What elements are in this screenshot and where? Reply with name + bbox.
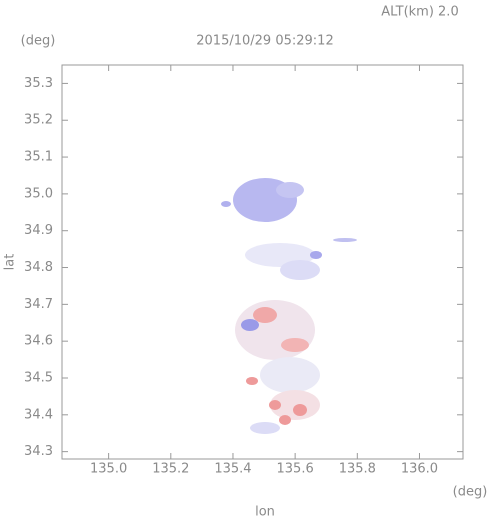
x-axis-label: lon xyxy=(255,505,275,520)
x-tick-label: 136.0 xyxy=(401,462,438,477)
altitude: ALT(km) 2.0 xyxy=(381,5,458,20)
y-tick-label: 34.7 xyxy=(24,297,53,312)
y-tick-label: 35.0 xyxy=(24,186,53,201)
echo-area xyxy=(260,357,320,393)
y-tick-label: 35.2 xyxy=(24,113,53,128)
echo-area xyxy=(333,238,357,242)
x-tick-label: 135.0 xyxy=(90,462,127,477)
y-tick-label: 34.9 xyxy=(24,223,53,238)
echo-area xyxy=(270,390,320,420)
x-tick-label: 135.8 xyxy=(339,462,376,477)
echo-area xyxy=(276,182,304,198)
y-tick-label: 34.5 xyxy=(24,370,53,385)
y-unit: (deg) xyxy=(21,34,56,49)
y-tick-label: 35.1 xyxy=(24,150,53,165)
y-tick-label: 34.8 xyxy=(24,260,53,275)
y-axis-label: lat xyxy=(3,254,18,271)
plot-frame xyxy=(61,64,464,460)
x-unit: (deg) xyxy=(453,485,488,500)
radar-echo xyxy=(221,178,357,434)
echo-area xyxy=(269,400,281,410)
echo-area xyxy=(221,201,231,207)
echo-area xyxy=(246,377,258,385)
echo-area xyxy=(250,422,280,434)
y-tick-label: 34.3 xyxy=(24,444,53,459)
echo-area xyxy=(281,338,309,352)
echo-area xyxy=(293,404,307,416)
x-tick-label: 135.2 xyxy=(152,462,189,477)
echo-area xyxy=(241,319,259,331)
y-tick-label: 35.3 xyxy=(24,76,53,91)
y-tick-label: 34.4 xyxy=(24,407,53,422)
x-tick-label: 135.6 xyxy=(277,462,314,477)
echo-area xyxy=(279,415,291,425)
x-tick-label: 135.4 xyxy=(214,462,251,477)
chart-title: 2015/10/29 05:29:12 xyxy=(196,34,333,49)
echo-area xyxy=(280,260,320,280)
echo-area xyxy=(253,307,277,323)
y-tick-label: 34.6 xyxy=(24,334,53,349)
echo-area xyxy=(310,251,322,259)
